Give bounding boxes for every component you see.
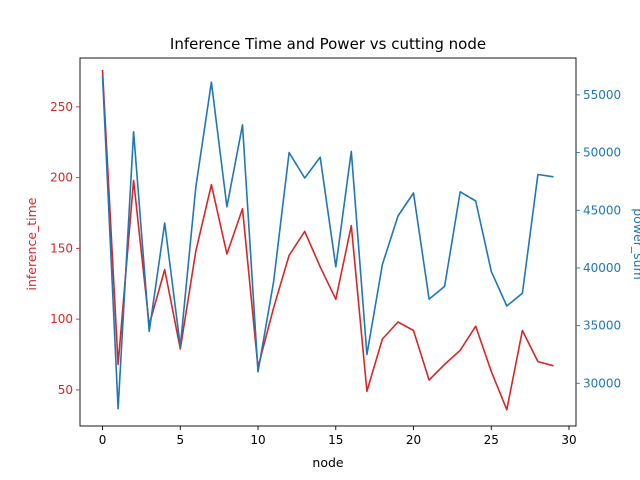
x-tick-label: 20 <box>406 433 421 447</box>
x-axis-label: node <box>312 455 344 470</box>
left-y-tick-label: 50 <box>58 383 73 397</box>
right-y-tick-label: 40000 <box>583 261 621 275</box>
x-tick-label: 5 <box>176 433 184 447</box>
x-tick-label: 10 <box>250 433 265 447</box>
left-y-tick-label: 200 <box>50 171 73 185</box>
x-tick-label: 15 <box>328 433 343 447</box>
series-line-left <box>101 69 554 411</box>
x-tick-label: 30 <box>561 433 576 447</box>
left-y-tick-label: 100 <box>50 312 73 326</box>
x-tick-label: 25 <box>484 433 499 447</box>
plot-area: 0 5 10 15 20 25 30 50 100 150 200 250 30000 35000 4000… <box>50 57 621 447</box>
right-y-tick-label: 50000 <box>583 146 621 160</box>
left-y-tick-label: 150 <box>50 241 73 255</box>
right-y-axis-label: power_sum <box>631 208 640 280</box>
left-y-axis-label: inference_time <box>24 197 39 290</box>
right-y-tick-label: 55000 <box>583 88 621 102</box>
plot-frame <box>79 57 577 427</box>
right-y-tick-label: 35000 <box>583 319 621 333</box>
right-y-tick-label: 45000 <box>583 203 621 217</box>
x-tick-label: 0 <box>99 433 107 447</box>
series-line-right <box>101 75 554 410</box>
right-y-tick-label: 30000 <box>583 376 621 390</box>
chart-title: Inference Time and Power vs cutting node <box>170 35 486 53</box>
left-y-tick-label: 250 <box>50 100 73 114</box>
